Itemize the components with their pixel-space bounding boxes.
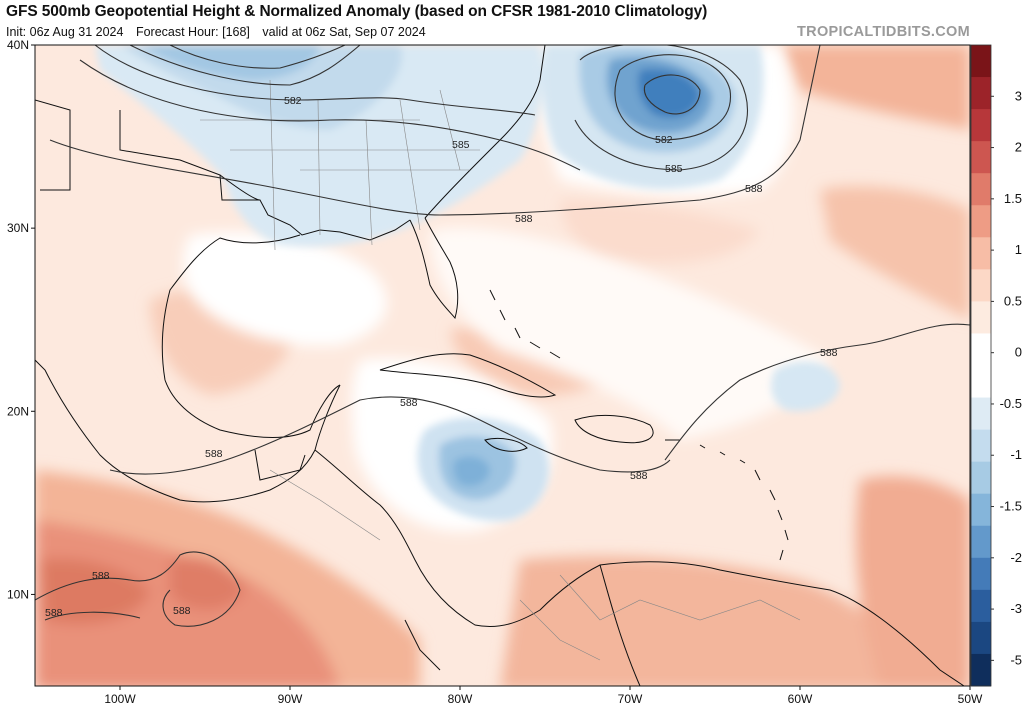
colorbar-label: 0.5 bbox=[1004, 293, 1022, 308]
lon-tick-label: 90W bbox=[278, 692, 303, 706]
colorbar-label: -1 bbox=[1010, 447, 1022, 462]
contour-582 bbox=[94, 45, 536, 116]
lon-tick-label: 70W bbox=[618, 692, 643, 706]
run-info: Init: 06z Aug 31 2024 Forecast Hour: [16… bbox=[6, 25, 435, 39]
contour-585 bbox=[79, 59, 581, 171]
ring-579 bbox=[643, 74, 701, 115]
anomaly-shading-warm bbox=[35, 45, 970, 686]
colorbar-swatch bbox=[971, 45, 991, 78]
lon-tick-label: 60W bbox=[788, 692, 813, 706]
lat-tick-label: 40N bbox=[7, 38, 29, 52]
map-frame bbox=[34, 44, 971, 687]
valid-time: valid at 06z Sat, Sep 07 2024 bbox=[262, 25, 426, 39]
colorbar-label: -5 bbox=[1010, 652, 1022, 667]
colorbar-label: 2 bbox=[1015, 140, 1022, 155]
colorbar-frame bbox=[970, 44, 992, 687]
contour-588-gulf bbox=[109, 396, 671, 475]
latitude-axis: 40N 30N 20N 10N bbox=[7, 38, 35, 601]
forecast-hour: Forecast Hour: [168] bbox=[135, 25, 250, 39]
contour-label: 582 bbox=[655, 134, 673, 146]
contour-label: 588 bbox=[400, 397, 418, 409]
contour-label: 588 bbox=[820, 347, 838, 359]
colorbar-swatch bbox=[971, 557, 991, 591]
colorbar-label: 3 bbox=[1015, 88, 1022, 103]
colorbar-label: -2 bbox=[1010, 550, 1022, 565]
colorbar-label: -1.5 bbox=[1000, 499, 1022, 514]
colorbar-swatch bbox=[971, 237, 991, 270]
lon-tick-label: 100W bbox=[104, 692, 136, 706]
init-time: Init: 06z Aug 31 2024 bbox=[6, 25, 124, 39]
height-contours bbox=[35, 45, 970, 627]
colorbar-swatch bbox=[971, 653, 991, 687]
contour-576 bbox=[169, 45, 346, 69]
colorbar-swatch bbox=[971, 621, 991, 655]
colorbar-swatch bbox=[971, 461, 991, 495]
lat-tick-label: 20N bbox=[7, 404, 29, 418]
colorbar-swatch bbox=[971, 141, 991, 174]
state-borders bbox=[200, 79, 801, 661]
contour-label: 585 bbox=[665, 163, 683, 175]
contour-label: 585 bbox=[452, 139, 470, 151]
longitude-axis: 100W 90W 80W 70W 60W 50W bbox=[104, 686, 983, 706]
contour-579 bbox=[129, 45, 361, 86]
colorbar-label: 0 bbox=[1015, 345, 1022, 360]
colorbar-labels: 3 2 1.5 1 0.5 0 -0.5 -1 -1.5 -2 -3 -5 bbox=[991, 88, 1022, 667]
contour-label: 588 bbox=[205, 448, 223, 460]
contour-label: 588 bbox=[173, 605, 191, 617]
colorbar-swatch bbox=[971, 525, 991, 559]
colorbar-swatch bbox=[971, 109, 991, 142]
contour-588-mid bbox=[664, 323, 970, 461]
colorbar-swatch bbox=[971, 397, 991, 431]
contour-labels: 582 585 582 585 588 588 588 588 588 588 … bbox=[45, 95, 838, 619]
lon-tick-label: 50W bbox=[958, 692, 983, 706]
chart-title: GFS 500mb Geopotential Height & Normaliz… bbox=[6, 3, 708, 20]
lat-tick-label: 30N bbox=[7, 221, 29, 235]
contour-588-epac2 bbox=[44, 611, 141, 621]
contour-label: 582 bbox=[284, 95, 302, 107]
contour-label: 588 bbox=[45, 607, 63, 619]
colorbar-label: -0.5 bbox=[1000, 396, 1022, 411]
colorbar-label: -3 bbox=[1010, 601, 1022, 616]
colorbar-label: 1.5 bbox=[1004, 191, 1022, 206]
lon-tick-label: 80W bbox=[448, 692, 473, 706]
contour-label: 588 bbox=[630, 470, 648, 482]
colorbar-swatch bbox=[971, 429, 991, 463]
contour-588 bbox=[49, 45, 821, 216]
site-watermark: TROPICALTIDBITS.COM bbox=[797, 24, 970, 40]
contour-label: 588 bbox=[745, 183, 763, 195]
anomaly-shading-cool bbox=[95, 45, 840, 521]
colorbar-swatch bbox=[971, 493, 991, 527]
colorbar-swatch bbox=[971, 269, 991, 302]
colorbar bbox=[970, 44, 992, 687]
ring-582 bbox=[614, 54, 731, 141]
colorbar-swatch bbox=[971, 205, 991, 238]
colorbar-swatch bbox=[971, 333, 991, 366]
colorbar-swatch bbox=[971, 589, 991, 623]
colorbar-swatch bbox=[971, 77, 991, 110]
lat-tick-label: 10N bbox=[7, 587, 29, 601]
map-panel: 582 585 582 585 588 588 588 588 588 588 … bbox=[35, 45, 970, 686]
coastlines bbox=[35, 45, 965, 686]
contour-label: 588 bbox=[515, 213, 533, 225]
contour-588-epac bbox=[35, 551, 241, 627]
contour-label: 588 bbox=[92, 570, 110, 582]
colorbar-swatch bbox=[971, 173, 991, 206]
colorbar-swatch bbox=[971, 365, 991, 399]
ring-585 bbox=[574, 45, 749, 171]
colorbar-label: 1 bbox=[1015, 242, 1022, 257]
colorbar-swatch bbox=[971, 301, 991, 334]
